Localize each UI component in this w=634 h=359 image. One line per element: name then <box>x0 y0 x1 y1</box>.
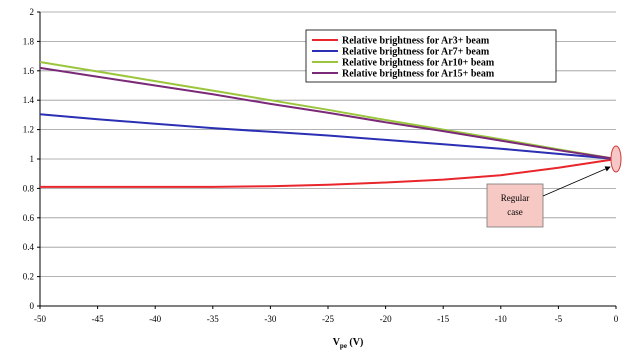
x-tick-label-2: -40 <box>149 314 161 324</box>
legend-label-0: Relative brightness for Ar3+ beam <box>342 36 490 47</box>
x-tick-label-1: -45 <box>92 314 104 324</box>
y-tick-label-9: 1.8 <box>23 36 35 46</box>
series-line-0 <box>40 158 617 188</box>
series-line-2 <box>39 61 617 160</box>
regular-case-marker <box>610 145 622 173</box>
y-tick-label-2: 0.4 <box>23 242 35 252</box>
callout-box <box>486 183 544 228</box>
legend: Relative brightness for Ar3+ beamRelativ… <box>305 29 557 83</box>
legend-box <box>305 29 557 83</box>
x-axis-title-unit: (V) <box>347 337 363 348</box>
x-tick-label-5: -25 <box>322 314 334 324</box>
y-tick-label-0: 0 <box>30 301 35 311</box>
y-tick-label-5: 1 <box>30 154 35 164</box>
x-axis-title-subscript: pe <box>340 342 347 350</box>
y-tick-label-1: 0.2 <box>23 272 34 282</box>
axes <box>37 11 617 309</box>
x-axis-title-main: V <box>333 337 341 348</box>
x-tick-label-8: -10 <box>495 314 507 324</box>
series-lines <box>39 61 617 188</box>
x-tick-label-4: -30 <box>264 314 276 324</box>
legend-label-3: Relative brightness for Ar15+ beam <box>342 69 495 80</box>
x-tick-label-10: 0 <box>614 314 619 324</box>
callout-arrow <box>542 166 611 197</box>
legend-label-1: Relative brightness for Ar7+ beam <box>342 47 490 58</box>
regular-case-callout: Regular case <box>486 166 611 228</box>
x-tick-labels: -50 -45 -40 -35 -30 -25 -20 -15 -10 -5 0 <box>34 314 619 324</box>
x-axis-title: Vpe (V) <box>333 337 364 350</box>
x-tick-label-0: -50 <box>34 314 46 324</box>
series-line-3 <box>39 66 617 160</box>
y-tick-labels: 0 0.2 0.4 0.6 0.8 1 1.2 1.4 1.6 1.8 2 <box>23 7 35 311</box>
y-tick-label-3: 0.6 <box>23 213 35 223</box>
x-tick-label-9: -5 <box>555 314 563 324</box>
y-tick-label-8: 1.6 <box>23 66 35 76</box>
x-tick-label-7: -15 <box>437 314 449 324</box>
series-line-1 <box>39 113 617 160</box>
y-tick-label-10: 2 <box>30 7 35 17</box>
x-tick-label-6: -20 <box>380 314 392 324</box>
y-tick-label-7: 1.4 <box>23 95 35 105</box>
y-tick-label-4: 0.8 <box>23 183 35 193</box>
y-tick-label-6: 1.2 <box>23 125 34 135</box>
x-tick-label-3: -35 <box>207 314 219 324</box>
callout-text-line2: case <box>507 207 523 217</box>
callout-text-line1: Regular <box>501 193 530 203</box>
legend-label-2: Relative brightness for Ar10+ beam <box>342 58 495 69</box>
